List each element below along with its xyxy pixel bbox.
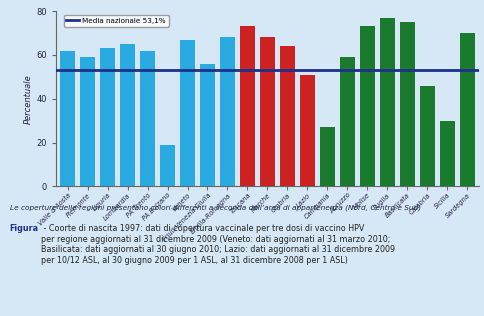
Bar [460,33,475,186]
Bar [360,27,375,186]
Text: Le coperture delle regioni presentano colori differenti a seconda dell’area di a: Le coperture delle regioni presentano co… [10,204,421,211]
Bar [300,75,315,186]
Bar [120,44,135,186]
Bar [100,48,115,186]
Bar [180,40,195,186]
Text: Figura: Figura [10,224,39,233]
Bar [340,57,355,186]
Bar [400,22,415,186]
Bar [260,37,275,186]
Bar [320,127,335,186]
Bar [60,51,75,186]
Y-axis label: Percentuale: Percentuale [24,74,33,124]
Bar [140,51,155,186]
Legend: Media nazionale 53,1%: Media nazionale 53,1% [63,15,169,27]
Bar [80,57,95,186]
Text: - Coorte di nascita 1997: dati di copertura vaccinale per tre dosi di vaccino HP: - Coorte di nascita 1997: dati di copert… [41,224,395,264]
Bar [439,121,454,186]
Bar [160,145,175,186]
Bar [380,18,395,186]
Bar [280,46,295,186]
Bar [200,64,215,186]
Bar [420,86,435,186]
Bar [220,37,235,186]
Bar [240,27,255,186]
